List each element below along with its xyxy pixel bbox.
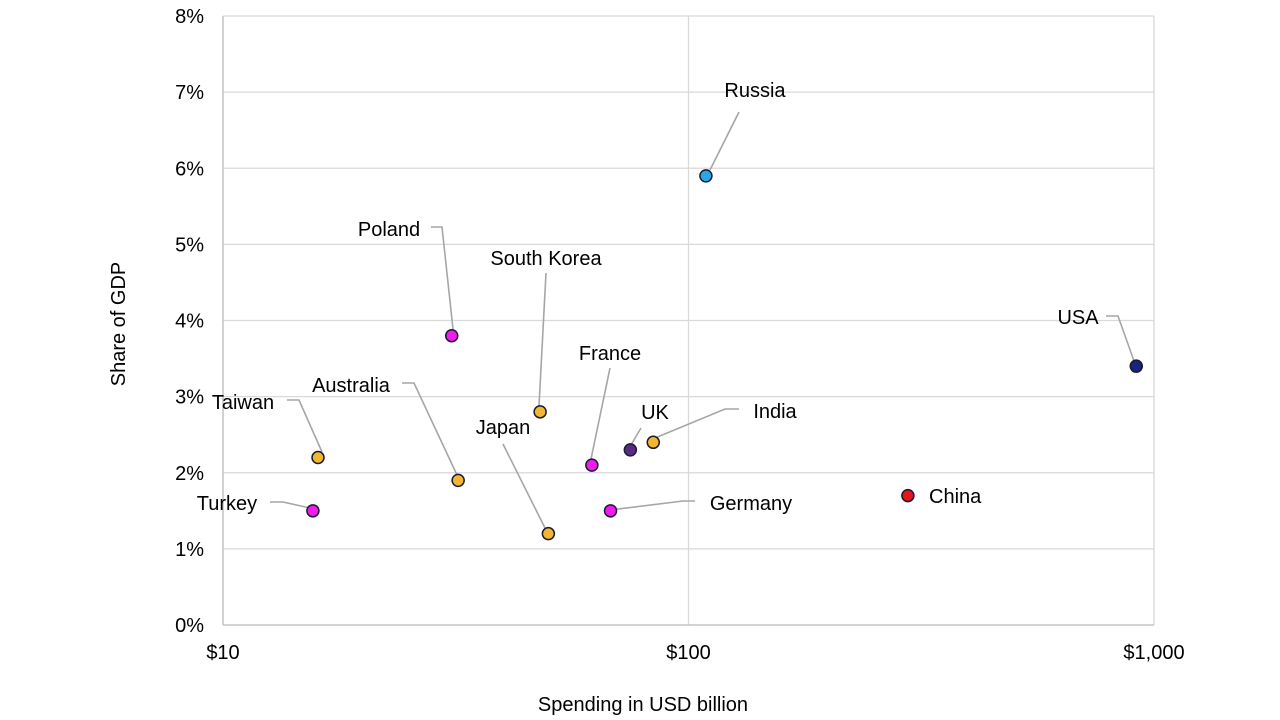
- data-point-uk: [623, 443, 638, 457]
- y-tick-label: 4%: [175, 311, 204, 333]
- data-label-turkey: Turkey: [197, 493, 257, 515]
- x-tick-label: $10: [206, 642, 239, 664]
- data-label-south-korea: South Korea: [490, 248, 602, 270]
- plot-frame: [222, 16, 1154, 626]
- y-tick-label: 6%: [175, 158, 204, 180]
- label-leader-lines: [270, 111, 1135, 529]
- y-tick-label: 3%: [175, 387, 204, 409]
- leader-line-india: [654, 408, 739, 439]
- y-tick-label: 1%: [175, 539, 204, 561]
- x-tick-labels: $10 $100 $1,000: [206, 642, 1184, 664]
- data-point-poland: [444, 328, 459, 343]
- data-label-germany: Germany: [710, 493, 792, 515]
- data-points: [306, 169, 1144, 541]
- data-label-india: India: [753, 401, 797, 423]
- leader-line-taiwan: [287, 399, 323, 453]
- leader-line-russia: [709, 111, 740, 171]
- data-point-turkey: [306, 504, 320, 518]
- data-point-usa: [1129, 359, 1144, 373]
- leader-line-france: [590, 367, 611, 460]
- x-tick-label: $1,000: [1123, 642, 1184, 664]
- y-tick-label: 0%: [175, 615, 204, 637]
- leader-line-germany: [609, 500, 695, 511]
- leader-line-australia: [402, 382, 458, 476]
- data-point-china: [901, 488, 915, 503]
- data-label-taiwan: Taiwan: [212, 392, 274, 414]
- data-label-poland: Poland: [358, 219, 420, 241]
- data-point-japan: [541, 526, 556, 541]
- data-point-germany: [603, 504, 618, 518]
- data-label-china: China: [929, 486, 982, 508]
- point-labels: Russia Poland South Korea USA France Australi…: [197, 80, 1099, 515]
- data-label-japan: Japan: [476, 417, 531, 439]
- data-label-australia: Australia: [312, 375, 391, 397]
- leader-line-south-korea: [538, 272, 547, 407]
- data-point-india: [646, 435, 661, 450]
- y-tick-label: 5%: [175, 234, 204, 256]
- leader-line-turkey: [270, 501, 311, 509]
- y-tick-label: 2%: [175, 463, 204, 485]
- data-label-france: France: [579, 343, 641, 365]
- leader-line-usa: [1106, 315, 1135, 362]
- leader-line-uk: [630, 427, 642, 446]
- y-tick-label: 7%: [175, 82, 204, 104]
- data-point-france: [585, 458, 599, 472]
- x-tick-label: $100: [666, 642, 711, 664]
- y-tick-label: 8%: [175, 6, 204, 28]
- leader-line-japan: [502, 443, 546, 529]
- data-point-taiwan: [311, 450, 325, 465]
- y-axis-title: Share of GDP: [108, 262, 130, 387]
- x-axis-title: Spending in USD billion: [538, 694, 748, 716]
- data-point-south-korea: [533, 405, 547, 419]
- y-tick-labels: 0% 1% 2% 3% 4% 5% 6% 7% 8%: [175, 6, 204, 637]
- leader-line-poland: [431, 226, 454, 330]
- data-label-uk: UK: [641, 402, 669, 424]
- data-label-usa: USA: [1057, 307, 1099, 329]
- data-point-russia: [699, 169, 713, 183]
- data-label-russia: Russia: [724, 80, 786, 102]
- data-point-australia: [451, 473, 465, 488]
